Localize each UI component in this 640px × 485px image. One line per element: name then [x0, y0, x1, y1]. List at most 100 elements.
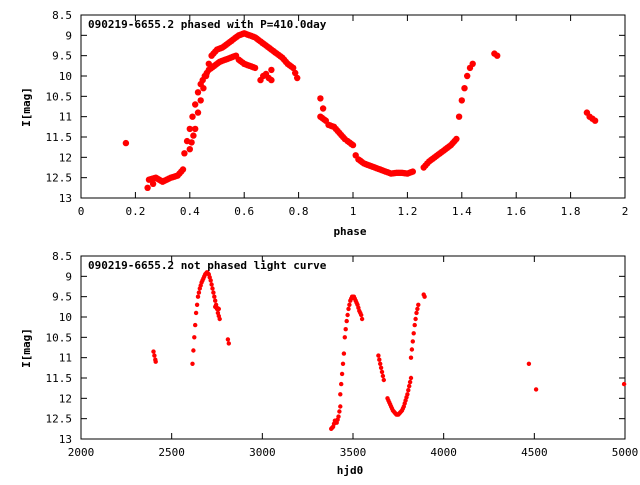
data-point: [416, 302, 421, 307]
data-point: [339, 381, 344, 387]
data-point: [186, 125, 193, 133]
data-point: [377, 357, 382, 362]
data-point: [179, 166, 187, 173]
unphased-plot: 090219-6655.2 not phased light curve hjd…: [20, 250, 638, 477]
data-point: [216, 306, 221, 312]
x-tick-label: 2000: [68, 446, 95, 459]
x-tick-label: 0.8: [289, 205, 309, 218]
data-point: [192, 335, 197, 340]
data-point: [458, 97, 465, 104]
data-point: [343, 327, 348, 332]
data-point: [345, 312, 350, 318]
phased-plot: 090219-6655.2 phased with P=410.0day pha…: [20, 9, 628, 238]
data-point: [415, 306, 420, 312]
data-point: [294, 74, 301, 82]
data-point: [197, 97, 204, 104]
data-point: [194, 109, 202, 116]
x-tick-label: 0.2: [125, 205, 145, 218]
data-point: [407, 383, 412, 389]
y-tick-label: 11: [59, 352, 72, 365]
unphased-plot-xlabel: hjd0: [337, 464, 364, 477]
x-tick-label: 1.2: [397, 205, 417, 218]
data-point: [193, 310, 199, 316]
unphased-plot-frame: [80, 255, 626, 440]
phased-plot-title: 090219-6655.2 phased with P=410.0day: [88, 18, 327, 31]
data-point: [208, 278, 213, 283]
data-point: [153, 359, 158, 364]
data-point: [292, 69, 299, 77]
data-point: [409, 168, 416, 175]
data-point: [205, 60, 212, 67]
data-point: [469, 60, 476, 67]
data-point: [149, 180, 157, 187]
data-point: [211, 290, 216, 295]
data-point: [408, 375, 414, 381]
phased-plot-ylabel: I[mag]: [20, 87, 33, 127]
data-point: [338, 404, 343, 409]
data-point: [268, 66, 275, 74]
y-tick-label: 12.5: [46, 413, 73, 426]
data-point: [461, 85, 468, 92]
data-point: [191, 348, 196, 353]
x-tick-label: 4500: [521, 446, 548, 459]
y-tick-label: 8.5: [52, 9, 72, 22]
unphased-plot-points: [151, 270, 627, 431]
data-point: [319, 105, 327, 112]
data-point: [181, 150, 188, 157]
data-point: [422, 294, 427, 299]
data-point: [621, 381, 627, 387]
x-tick-label: 0: [78, 205, 85, 218]
data-point: [194, 89, 202, 96]
data-point: [344, 318, 349, 324]
data-point: [453, 135, 460, 143]
data-point: [347, 302, 352, 307]
data-point: [213, 298, 218, 303]
data-point: [349, 141, 357, 149]
data-point: [210, 286, 215, 291]
data-point: [337, 409, 342, 414]
data-point: [341, 351, 347, 356]
data-point: [194, 302, 200, 307]
x-tick-label: 2500: [158, 446, 185, 459]
x-tick-label: 1.6: [506, 205, 526, 218]
x-tick-label: 3000: [249, 446, 276, 459]
unphased-plot-ylabel: I[mag]: [20, 328, 33, 368]
data-point: [190, 361, 195, 366]
data-point: [192, 101, 199, 108]
data-point: [591, 117, 599, 124]
data-point: [190, 132, 197, 139]
data-point: [202, 72, 210, 80]
data-point: [405, 392, 410, 397]
data-point: [290, 64, 297, 72]
data-point: [195, 294, 201, 299]
y-tick-label: 10.5: [46, 331, 73, 344]
x-tick-label: 1.4: [452, 205, 472, 218]
data-point: [414, 310, 419, 316]
data-point: [268, 76, 275, 84]
y-tick-label: 10.5: [46, 90, 73, 103]
data-point: [410, 339, 415, 344]
x-tick-label: 3500: [340, 446, 367, 459]
unphased-plot-title: 090219-6655.2 not phased light curve: [88, 259, 327, 272]
data-point: [339, 371, 345, 377]
data-point: [409, 347, 415, 352]
data-point: [251, 64, 259, 72]
data-point: [455, 113, 463, 120]
data-point: [338, 392, 343, 397]
y-tick-label: 9.5: [52, 291, 72, 304]
data-point: [122, 139, 130, 147]
y-tick-label: 12: [59, 392, 72, 405]
data-point: [379, 369, 385, 375]
data-point: [376, 353, 381, 358]
data-point: [407, 379, 413, 385]
data-point: [212, 294, 217, 299]
y-tick-label: 11.5: [46, 372, 73, 385]
data-point: [413, 316, 418, 322]
data-point: [336, 414, 341, 419]
x-tick-label: 1: [350, 205, 357, 218]
y-tick-label: 13: [59, 192, 72, 205]
x-tick-label: 0.4: [180, 205, 200, 218]
data-point: [526, 361, 532, 366]
